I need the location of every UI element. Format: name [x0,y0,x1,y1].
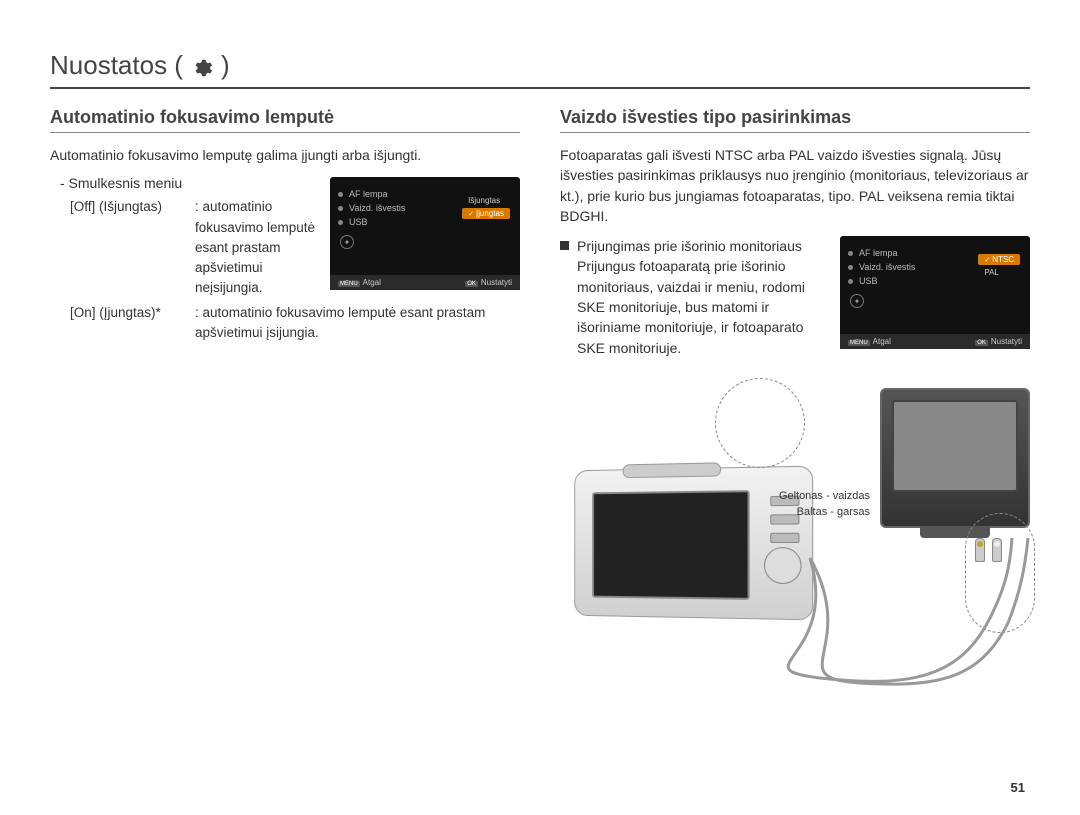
ok-btn-label2: OK [975,340,988,346]
lcd-row-0: AF lempa [349,189,388,199]
right-heading: Vaizdo išvesties tipo pasirinkimas [560,107,1030,133]
lcd-footer-left: Atgal [363,278,381,287]
wrench-icon: ✦ [850,294,864,308]
left-heading: Automatinio fokusavimo lemputė [50,107,520,133]
lcd2-row-2: USB [859,276,878,286]
lcd2-row-1: Vaizd. išvestis [859,262,915,272]
rca-plug-yellow-icon [975,538,985,562]
bullet-body: Prijungus fotoaparatą prie išorinio moni… [577,258,805,355]
gear-icon [191,55,213,77]
menu-item-0-label: [Off] (Išjungtas) [70,197,195,298]
left-lcd: AF lempa Vaizd. išvestis USB ✦ Išjungtas… [330,177,520,290]
lcd-opt-0: Išjungtas [462,195,510,206]
bullet-title: Prijungimas prie išorinio monitoriaus [577,238,802,254]
menu-btn-label2: MENU [848,340,870,346]
page-title: Nuostatos ( ) [50,50,1030,89]
lcd2-footer-left: Atgal [873,337,891,346]
ok-btn-label: OK [465,281,478,287]
title-text: Nuostatos ( [50,50,183,81]
right-intro: Fotoaparatas gali išvesti NTSC arba PAL … [560,145,1030,226]
left-intro: Automatinio fokusavimo lemputę galima įj… [50,145,520,165]
lcd-row-2: USB [349,217,368,227]
menu-item-1-label: [On] (Įjungtas)* [70,303,195,344]
lcd-row-1: Vaizd. išvestis [349,203,405,213]
wrench-icon: ✦ [340,235,354,249]
title-close: ) [221,50,230,81]
av-cable-icon [560,388,1030,698]
right-lcd: AF lempa Vaizd. išvestis USB ✦ NTSC PAL … [840,236,1030,349]
menu-btn-label: MENU [338,281,360,287]
lcd2-opt-1: PAL [978,267,1020,278]
lcd-footer-right: Nustatyti [481,278,512,287]
square-bullet-icon [560,241,569,250]
menu-item-0-desc: : automatinio fokusavimo lemputė esant p… [195,197,316,298]
lcd2-opt-0: NTSC [978,254,1020,265]
label-yellow: Geltonas - vaizdas [779,488,870,505]
menu-item-1-desc: : automatinio fokusavimo lemputė esant p… [195,303,520,344]
rca-plug-white-icon [992,538,1002,562]
lcd-opt-1: Įjungtas [462,208,510,219]
lcd2-row-0: AF lempa [859,248,898,258]
bullet-block: Prijungimas prie išorinio monitoriaus Pr… [560,236,826,358]
lcd2-footer-right: Nustatyti [991,337,1022,346]
left-column: Automatinio fokusavimo lemputė Automatin… [50,107,520,698]
cable-labels: Geltonas - vaizdas Baltas - garsas [779,488,870,521]
label-white: Baltas - garsas [779,504,870,521]
page-number: 51 [1011,780,1025,795]
connection-diagram: Geltonas - vaizdas Baltas - garsas [560,388,1030,698]
right-column: Vaizdo išvesties tipo pasirinkimas Fotoa… [560,107,1030,698]
